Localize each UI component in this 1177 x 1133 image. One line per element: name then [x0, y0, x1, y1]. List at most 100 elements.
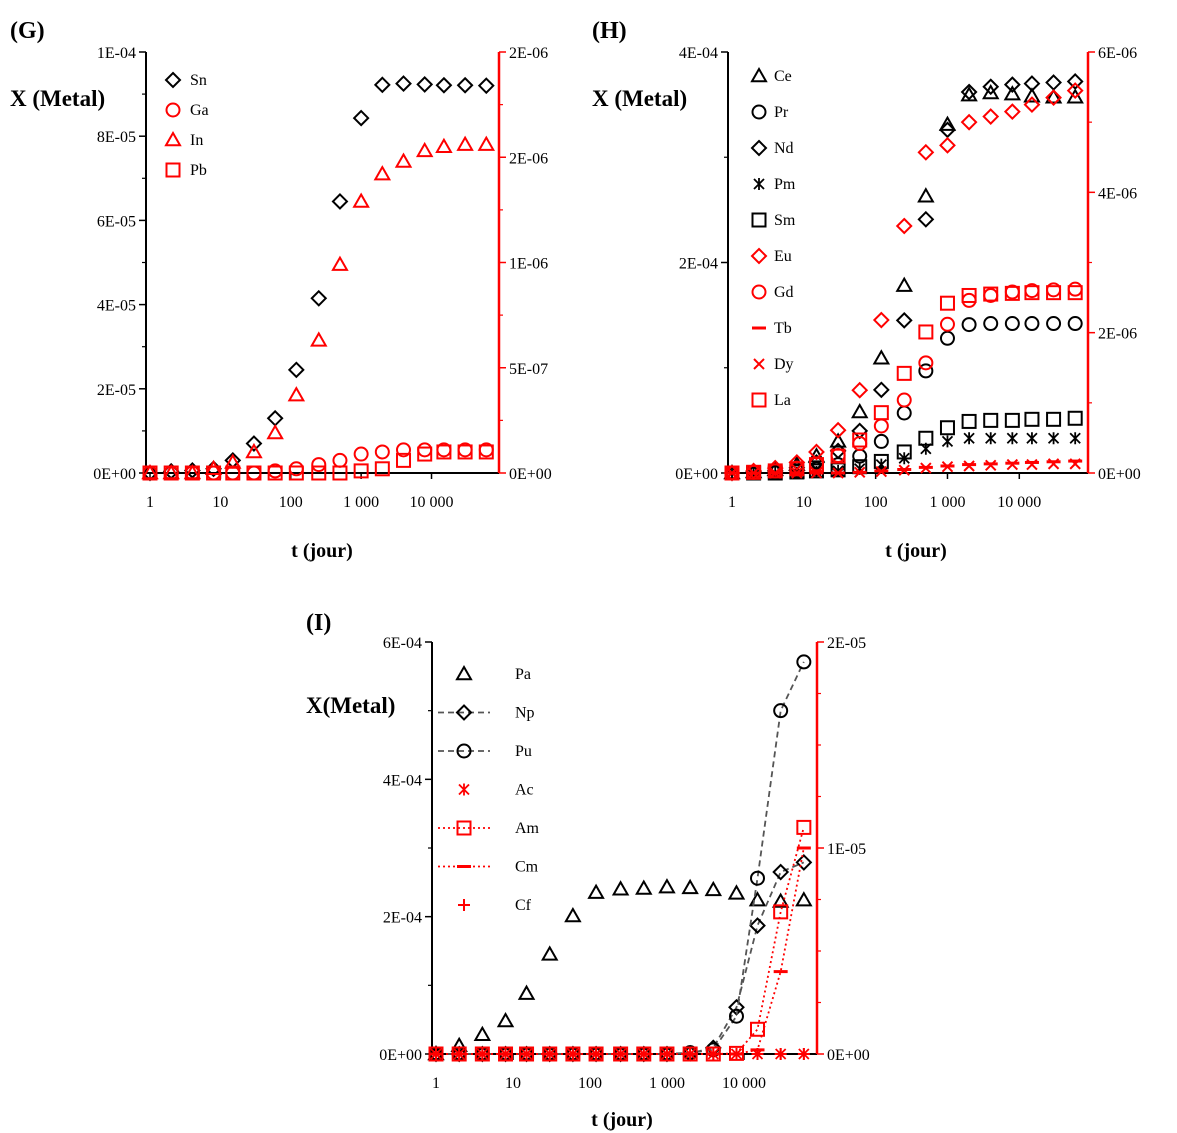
point-in — [435, 137, 453, 153]
point-pr — [918, 363, 934, 379]
y2-tick-label: 6E-06 — [1098, 45, 1137, 62]
point-la — [830, 448, 846, 464]
point-pb — [374, 461, 390, 477]
point-sn — [331, 193, 349, 210]
point-cf — [520, 1048, 533, 1060]
point-sn — [435, 76, 453, 94]
point-in — [352, 192, 370, 208]
point-pm — [941, 435, 954, 448]
y-tick-label: 2E-04 — [679, 256, 718, 273]
point-eu — [788, 454, 806, 471]
point-in — [331, 255, 349, 271]
point-pa — [727, 884, 746, 900]
point-pb — [311, 465, 327, 481]
point-sm — [1004, 412, 1020, 428]
series-in — [141, 135, 496, 480]
y-tick-label: 0E+00 — [93, 466, 136, 483]
x-tick-label: 100 — [279, 494, 303, 511]
chart--i-: 0E+00 2E-04 4E-04 6E-04 0E+00 1E-05 2E-05 1 10 10… — [306, 610, 870, 1131]
x-tick-label: 1 — [728, 494, 736, 511]
point-cf — [730, 1048, 743, 1060]
point-sm — [918, 430, 934, 446]
legend-marker-ga — [165, 102, 181, 118]
legend-marker-np — [455, 704, 473, 721]
series-pu — [428, 654, 812, 1062]
y2-tick-label: 0E+00 — [827, 1047, 870, 1064]
point-sn — [245, 435, 263, 452]
point-ga — [417, 442, 433, 458]
point-pu — [749, 870, 765, 886]
y2-tick-label: 5E-07 — [509, 361, 548, 378]
series-np — [427, 854, 813, 1063]
legend-label-nd: Nd — [774, 140, 794, 157]
point-eu — [939, 136, 956, 154]
point-dy — [875, 465, 888, 478]
point-ce — [829, 432, 847, 448]
legend-marker-sm — [751, 212, 767, 228]
y-tick-label: 2E-04 — [383, 910, 422, 927]
point-sn — [477, 77, 495, 95]
point-cf — [684, 1048, 697, 1060]
point-pb — [353, 463, 369, 479]
x-tick-label: 1 000 — [649, 1075, 685, 1092]
point-pb — [457, 444, 473, 460]
point-la — [746, 464, 762, 480]
point-pr — [983, 316, 999, 332]
y-axis-label: X (Metal) — [592, 86, 687, 111]
legend-label-pm: Pm — [774, 176, 796, 193]
y-tick-label: 8E-05 — [97, 129, 136, 146]
point-sn — [266, 409, 284, 427]
legend-marker-nd — [750, 139, 768, 157]
legend-marker-in — [164, 130, 182, 147]
point-pu — [773, 703, 789, 719]
legend-label-pa: Pa — [515, 666, 531, 683]
point-am — [796, 819, 812, 835]
point-ce — [1023, 87, 1041, 103]
y2-tick-label: 2E-06 — [509, 150, 548, 167]
point-in — [204, 459, 223, 476]
point-in — [477, 135, 496, 151]
point-pb — [478, 444, 494, 460]
legend-marker-pu — [456, 743, 472, 759]
point-nd — [1045, 74, 1062, 91]
legend: Pa Np Pu Ac Am Cm Cf — [438, 664, 540, 914]
point-sm — [939, 420, 955, 436]
series-pa — [427, 878, 813, 1061]
point-nd — [982, 78, 1000, 96]
y2-tick-label: 4E-06 — [1098, 185, 1137, 202]
point-ce — [1066, 88, 1084, 104]
point-cf — [707, 1048, 720, 1060]
series-dy — [726, 458, 1081, 479]
point-eu — [1066, 82, 1084, 100]
legend-marker-pb — [165, 162, 181, 178]
point-pr — [873, 433, 889, 449]
point-la — [1067, 285, 1083, 301]
point-pr — [1046, 316, 1062, 332]
point-sn — [395, 75, 412, 92]
point-pa — [748, 891, 767, 907]
point-ga — [353, 446, 369, 462]
point-pb — [436, 444, 452, 460]
point-dy — [920, 462, 932, 474]
point-gd — [961, 292, 977, 308]
x-tick-label: 100 — [578, 1075, 602, 1092]
point-eu — [829, 421, 847, 439]
x-tick-label: 10 000 — [997, 494, 1041, 511]
point-sm — [983, 412, 999, 428]
y-tick-label: 0E+00 — [675, 466, 718, 483]
point-eu — [872, 311, 890, 329]
point-pa — [564, 906, 582, 923]
legend: Ce Pr Nd Pm Sm Eu Gd Tb Dy La — [750, 66, 796, 409]
point-dy — [1006, 458, 1019, 471]
point-pm — [1026, 432, 1038, 445]
point-eu — [895, 217, 913, 235]
x-tick-label: 10 000 — [410, 494, 454, 511]
legend-marker-ac — [458, 783, 470, 796]
point-pa — [517, 984, 536, 1000]
legend-marker-eu — [750, 247, 768, 265]
y2-tick-label: 1E-06 — [509, 256, 548, 273]
point-cf — [590, 1048, 603, 1060]
point-in — [310, 331, 328, 347]
point-la — [983, 286, 999, 302]
point-dy — [1047, 458, 1060, 470]
